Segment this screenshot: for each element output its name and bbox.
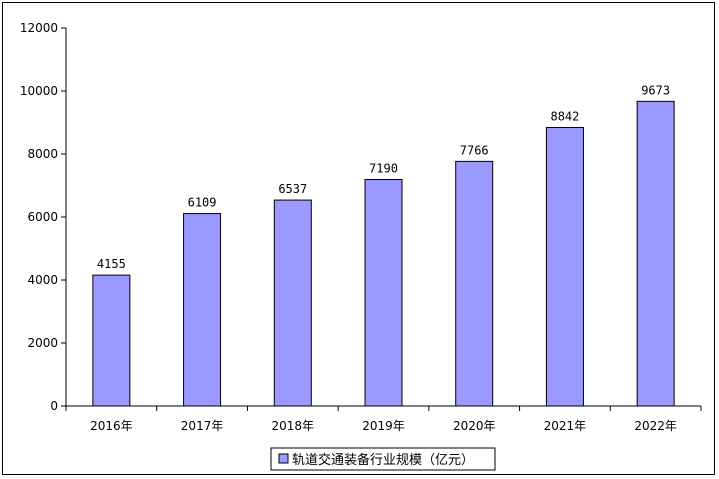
data-label: 6537: [278, 182, 307, 196]
x-tick-label: 2019年: [362, 419, 405, 433]
bar: [183, 213, 222, 407]
x-tick-label: 2017年: [181, 419, 224, 433]
x-tick-label: 2022年: [634, 419, 677, 433]
y-tick-label: 0: [50, 399, 58, 413]
y-tick-label: 4000: [27, 273, 58, 287]
bar: [455, 160, 494, 407]
y-tick-label: 2000: [27, 336, 58, 350]
bar: [92, 274, 131, 407]
legend-swatch: [278, 453, 289, 464]
bars: [92, 100, 675, 407]
legend-label: 轨道交通装备行业规模（亿元）: [292, 452, 474, 468]
bar: [545, 126, 584, 407]
data-label: 8842: [550, 109, 579, 123]
x-tick-label: 2020年: [453, 419, 496, 433]
legend-box: [270, 447, 496, 471]
bar: [364, 179, 403, 407]
bar: [636, 100, 675, 407]
x-tick-label: 2018年: [272, 419, 315, 433]
legend: 轨道交通装备行业规模（亿元）: [270, 447, 496, 471]
data-label: 4155: [97, 257, 126, 271]
x-tick-label: 2021年: [544, 419, 587, 433]
y-tick-label: 8000: [27, 147, 58, 161]
data-label: 6109: [188, 196, 217, 210]
data-label: 9673: [641, 83, 670, 97]
y-tick-label: 10000: [20, 84, 58, 98]
data-label: 7190: [369, 162, 398, 176]
data-label: 7766: [460, 143, 489, 157]
data-labels: 4155 6109 6537 7190 7766 8842 9673: [97, 83, 670, 271]
bar: [273, 199, 312, 407]
axes: 0 2000 4000 6000 8000 10000 12000 2016年 2017年 201…: [20, 21, 702, 433]
y-tick-label: 6000: [27, 210, 58, 224]
y-tick-label: 12000: [20, 21, 58, 35]
x-tick-label: 2016年: [90, 419, 133, 433]
